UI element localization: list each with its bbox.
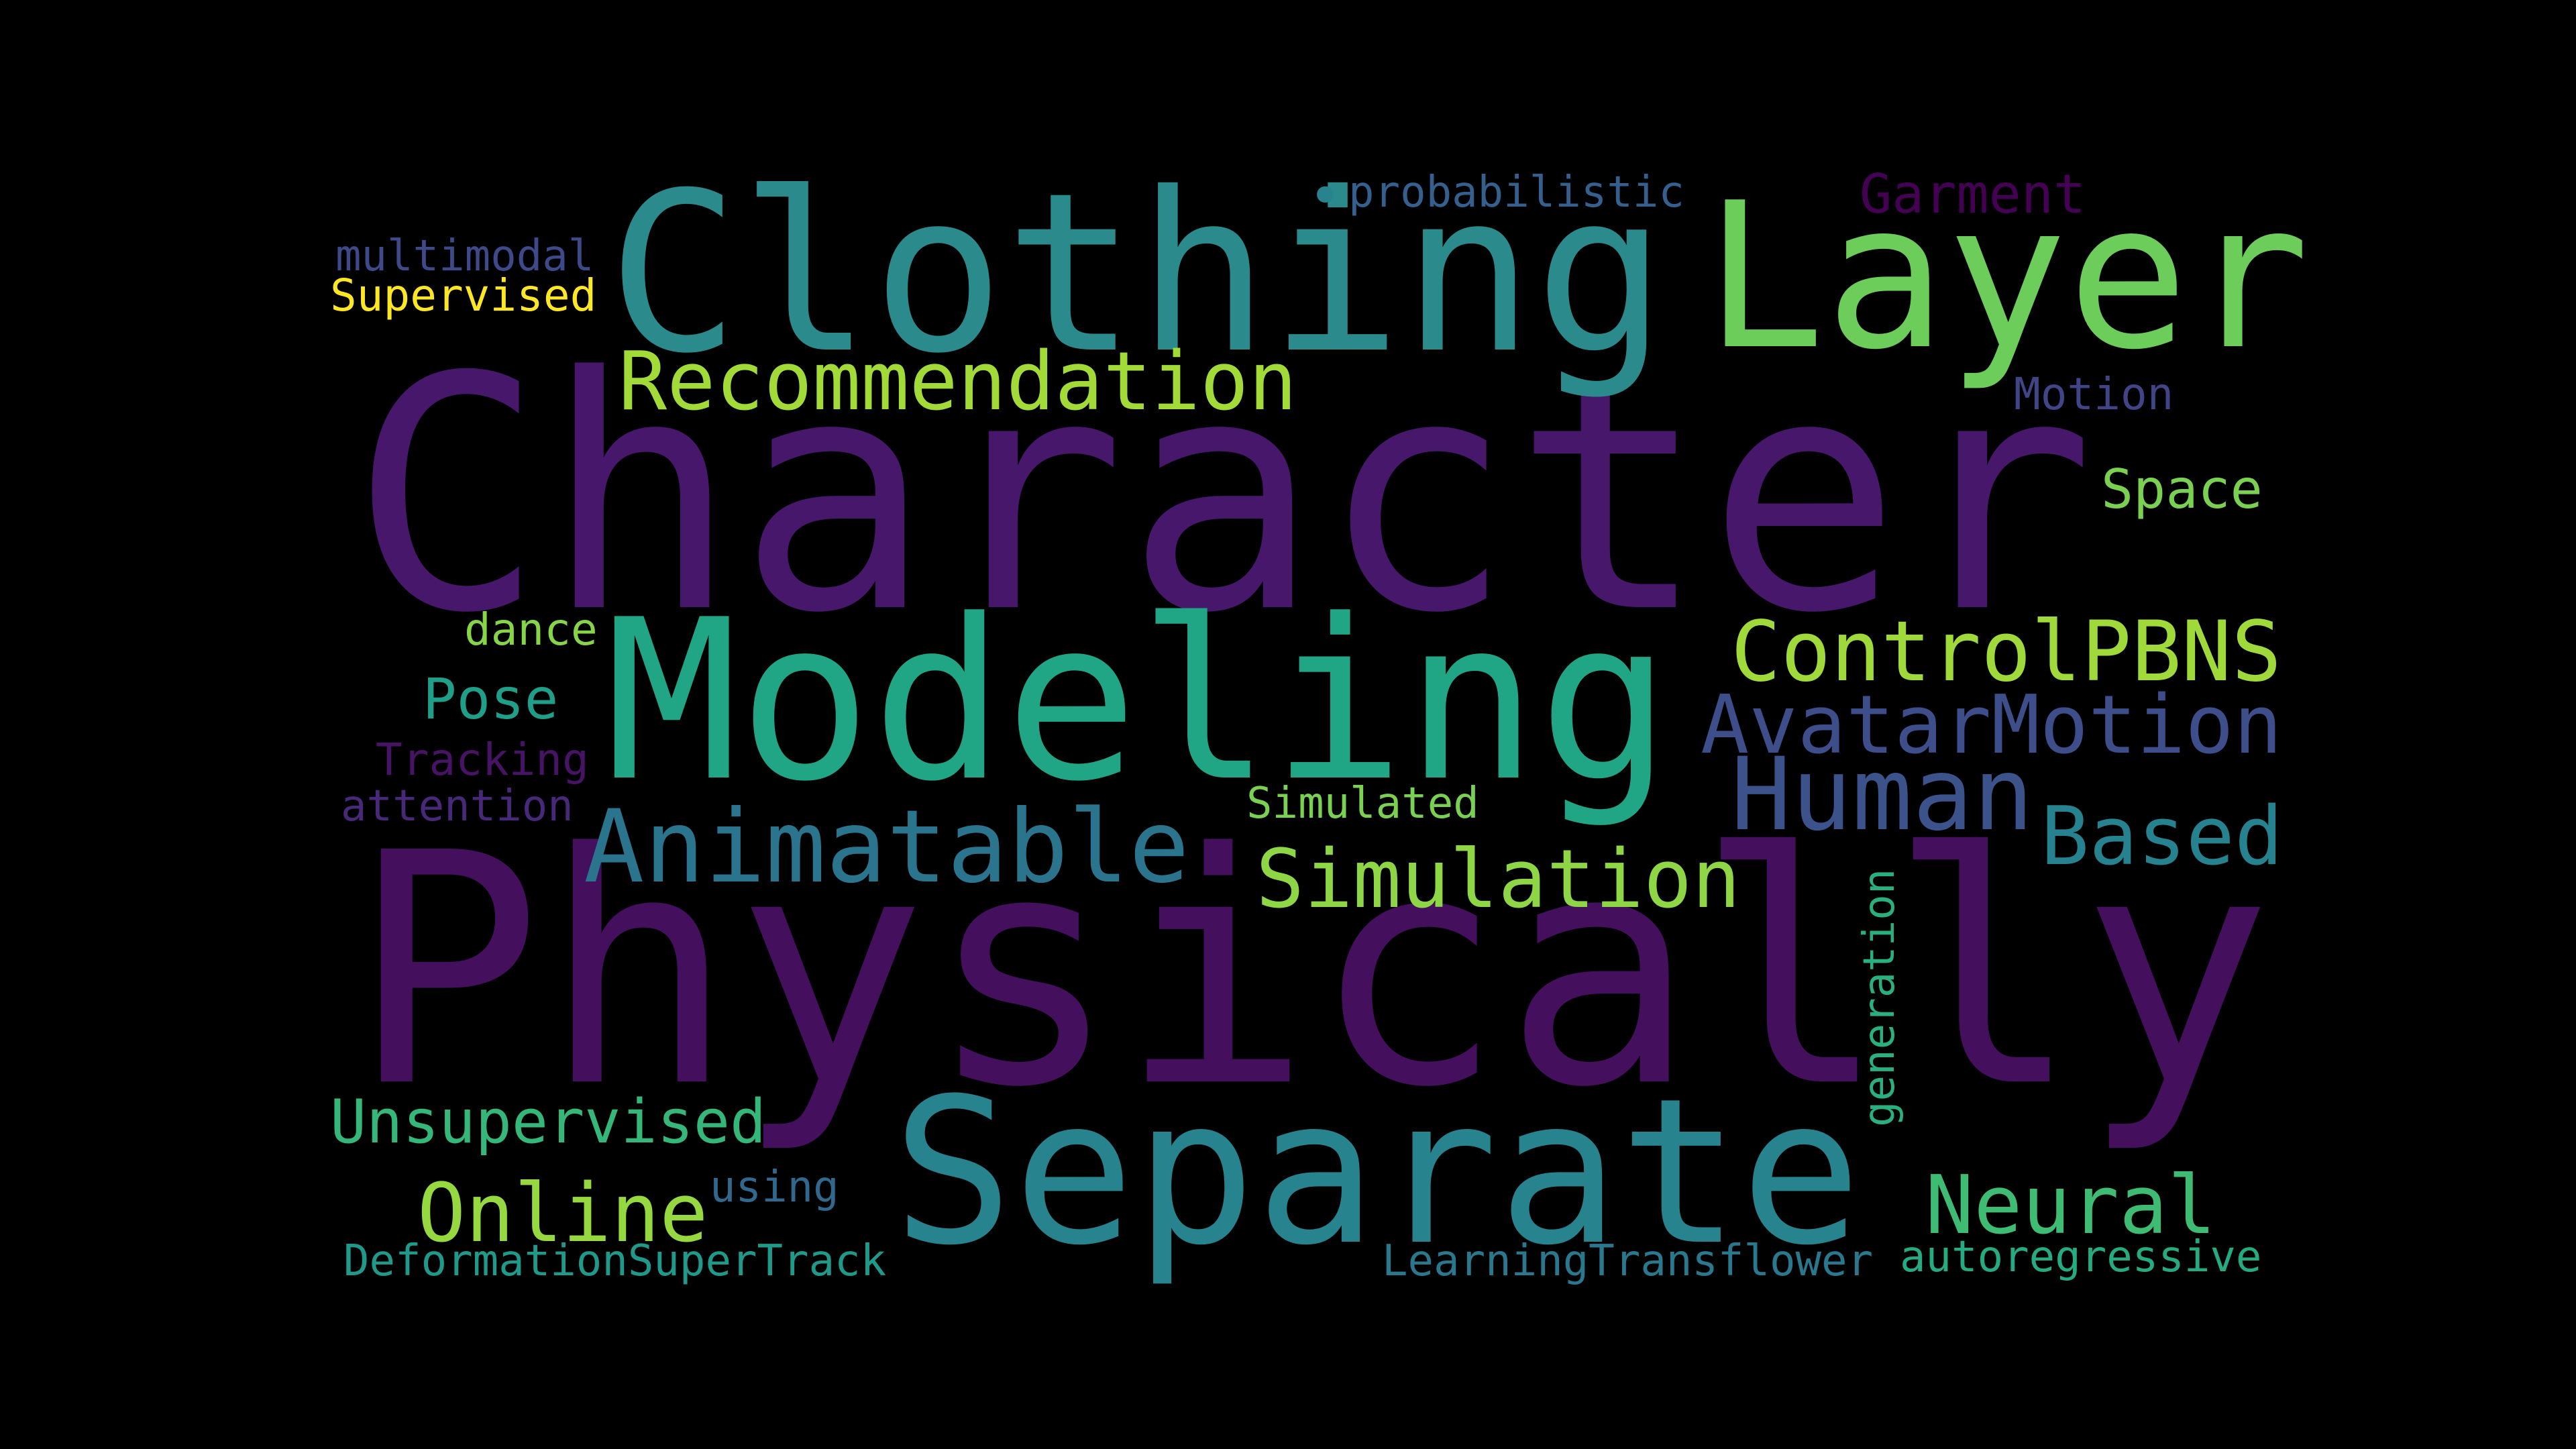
word-unsupervised: Unsupervised <box>330 1087 767 1157</box>
word-tracking: Tracking <box>376 734 589 786</box>
word-supervised: Supervised <box>330 270 597 321</box>
word-controlpbns: ControlPBNS <box>1731 604 2282 700</box>
word-generation: generation <box>1855 868 1904 1127</box>
word-autoregressive: autoregressive <box>1900 1232 2262 1282</box>
word-neural: Neural <box>1925 1159 2216 1252</box>
word-character: Character <box>350 309 2095 684</box>
word-modeling: Modeling <box>605 572 1672 830</box>
word-dance: dance <box>464 604 598 655</box>
word-pose: Pose <box>423 666 559 732</box>
word-deformationsupertrack: DeformationSuperTrack <box>343 1236 887 1286</box>
word-using: using <box>710 1163 839 1212</box>
word-animatable: Animatable <box>584 789 1190 906</box>
word-garment: Garment <box>1860 163 2086 225</box>
word-physically: Physically <box>350 786 2273 1157</box>
word-based: Based <box>2041 790 2284 883</box>
word-space: Space <box>2101 458 2263 521</box>
word-layer: Layer <box>1704 160 2310 394</box>
word-simulation: Simulation <box>1256 833 1741 926</box>
word-clothing: Clothing <box>607 146 1667 402</box>
word-simulated: Simulated <box>1246 779 1479 828</box>
word-attention: attention <box>341 782 574 831</box>
word-learningtransflower: LearningTransflower <box>1382 1236 1874 1286</box>
word-dot-2: • <box>1193 809 1238 895</box>
word-dot-1: • <box>1308 163 1342 229</box>
word-online: Online <box>417 1167 708 1260</box>
word-motion: Motion <box>2014 368 2174 420</box>
word-probabilistic: probabilistic <box>1348 168 1684 217</box>
word-recommendation: Recommendation <box>619 335 1297 429</box>
word-human: Human <box>1731 737 2034 853</box>
word-avatarmotion: AvatarMotion <box>1701 679 2282 772</box>
word-multimodal: multimodal <box>335 231 594 281</box>
word-separate: Separate <box>892 1055 1862 1289</box>
